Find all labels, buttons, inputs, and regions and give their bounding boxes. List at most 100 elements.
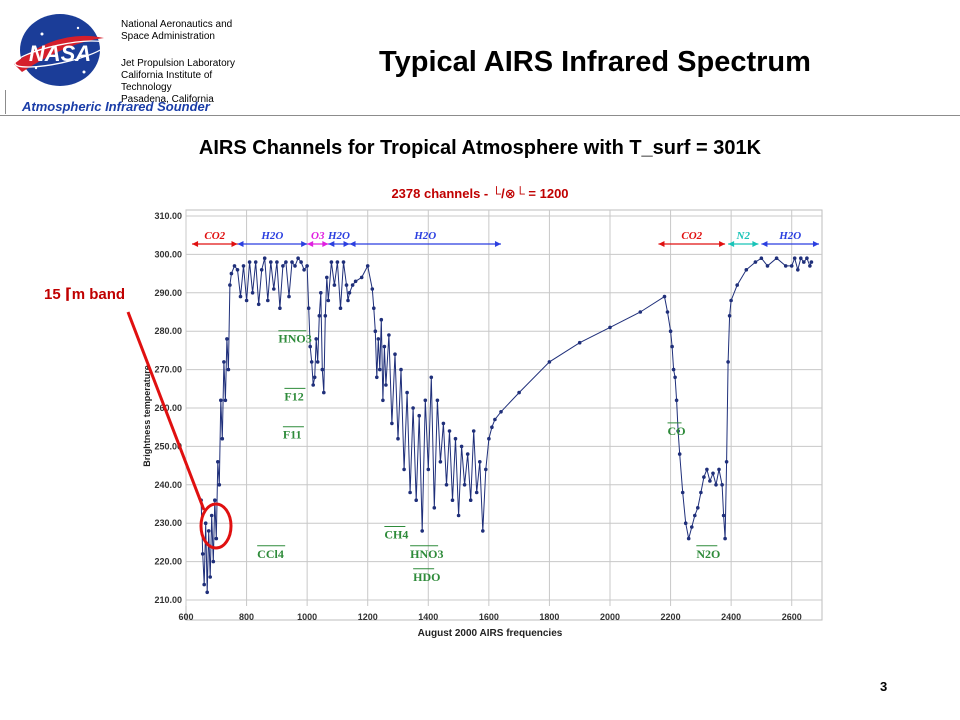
data-point <box>468 498 473 503</box>
data-point <box>517 390 521 395</box>
data-point <box>423 398 428 403</box>
y-tick-label: 240.00 <box>154 480 182 490</box>
data-point <box>317 314 322 318</box>
data-point <box>447 429 452 433</box>
data-point <box>382 344 387 349</box>
data-point <box>677 452 682 456</box>
lab-line-2: California Institute of <box>121 70 213 81</box>
data-point <box>465 452 470 456</box>
data-point <box>414 498 419 503</box>
data-point <box>253 260 258 264</box>
data-point <box>450 498 455 503</box>
data-point <box>753 260 758 264</box>
data-point <box>783 264 788 268</box>
band-arrow-head-right <box>752 241 759 247</box>
data-point <box>384 383 388 387</box>
y-tick-label: 250.00 <box>154 441 182 451</box>
data-point <box>247 260 252 264</box>
data-point <box>375 375 379 380</box>
y-tick-label: 220.00 <box>154 557 182 567</box>
data-point <box>673 375 677 380</box>
data-point <box>308 344 313 349</box>
data-point <box>668 329 673 334</box>
data-point <box>200 552 205 556</box>
data-point <box>219 398 223 403</box>
org-line-1: National Aeronautics and <box>121 19 233 30</box>
data-point <box>721 513 726 518</box>
species-label: HNO3 <box>278 332 311 346</box>
x-tick-label: 2200 <box>661 612 681 622</box>
band-callout-label: 15 ⌈m band <box>44 286 126 303</box>
data-point <box>411 406 415 410</box>
lab-name: Jet Propulsion Laboratory California Ins… <box>121 58 271 106</box>
data-point <box>727 314 732 318</box>
data-point <box>359 275 364 280</box>
data-point <box>796 268 800 272</box>
species-label: CCl4 <box>257 547 284 561</box>
data-point <box>306 306 311 311</box>
data-point <box>326 298 331 303</box>
species-label: F11 <box>283 428 302 442</box>
y-tick-label: 290.00 <box>154 288 182 298</box>
data-point <box>305 264 309 268</box>
data-point <box>438 460 443 464</box>
data-point <box>309 360 314 364</box>
data-point <box>346 298 350 303</box>
data-point <box>693 513 697 518</box>
band-arrow-head-right <box>301 241 308 247</box>
data-point <box>487 436 491 441</box>
data-point <box>347 291 352 295</box>
data-point <box>228 283 232 287</box>
band-label: CO2 <box>681 230 702 242</box>
data-point <box>290 260 294 264</box>
data-point <box>293 264 297 268</box>
y-tick-label: 280.00 <box>154 326 182 336</box>
data-point <box>499 410 503 414</box>
data-point <box>299 260 303 264</box>
data-point <box>232 264 237 268</box>
data-point <box>302 268 306 272</box>
data-point <box>211 559 216 564</box>
y-axis-label: Brightness temperature <box>142 365 152 467</box>
data-point <box>417 413 422 418</box>
data-point <box>726 360 730 364</box>
data-point <box>378 367 382 372</box>
header-divider-vertical <box>5 90 6 114</box>
data-point <box>789 264 794 268</box>
data-point <box>287 294 291 299</box>
data-point <box>381 398 385 403</box>
x-tick-label: 600 <box>178 612 193 622</box>
species-label: CH4 <box>384 528 408 542</box>
data-point <box>714 483 718 487</box>
data-point <box>244 298 249 303</box>
y-tick-label: 230.00 <box>154 518 182 528</box>
data-point <box>405 390 409 395</box>
data-point <box>222 360 226 364</box>
data-point <box>662 294 667 299</box>
band-label: N2 <box>736 230 751 242</box>
data-point <box>735 283 739 287</box>
data-point <box>322 390 326 395</box>
data-point <box>332 283 337 287</box>
data-point <box>723 536 727 541</box>
data-point <box>474 490 479 495</box>
x-tick-label: 800 <box>239 612 254 622</box>
data-point <box>686 536 691 541</box>
data-point <box>484 467 488 472</box>
data-point <box>481 529 485 533</box>
data-point <box>387 333 391 337</box>
band-label: H2O <box>778 230 801 242</box>
data-point <box>420 529 425 533</box>
data-point <box>278 306 282 311</box>
plot-frame <box>185 209 823 621</box>
data-point <box>205 590 209 595</box>
data-point <box>802 260 806 264</box>
x-tick-label: 2600 <box>782 612 802 622</box>
data-point <box>320 367 325 372</box>
data-point <box>272 287 276 291</box>
data-point <box>319 291 323 295</box>
band-arrow-head-left <box>761 241 768 247</box>
species-label: HDO <box>413 570 440 584</box>
data-point <box>312 375 317 380</box>
